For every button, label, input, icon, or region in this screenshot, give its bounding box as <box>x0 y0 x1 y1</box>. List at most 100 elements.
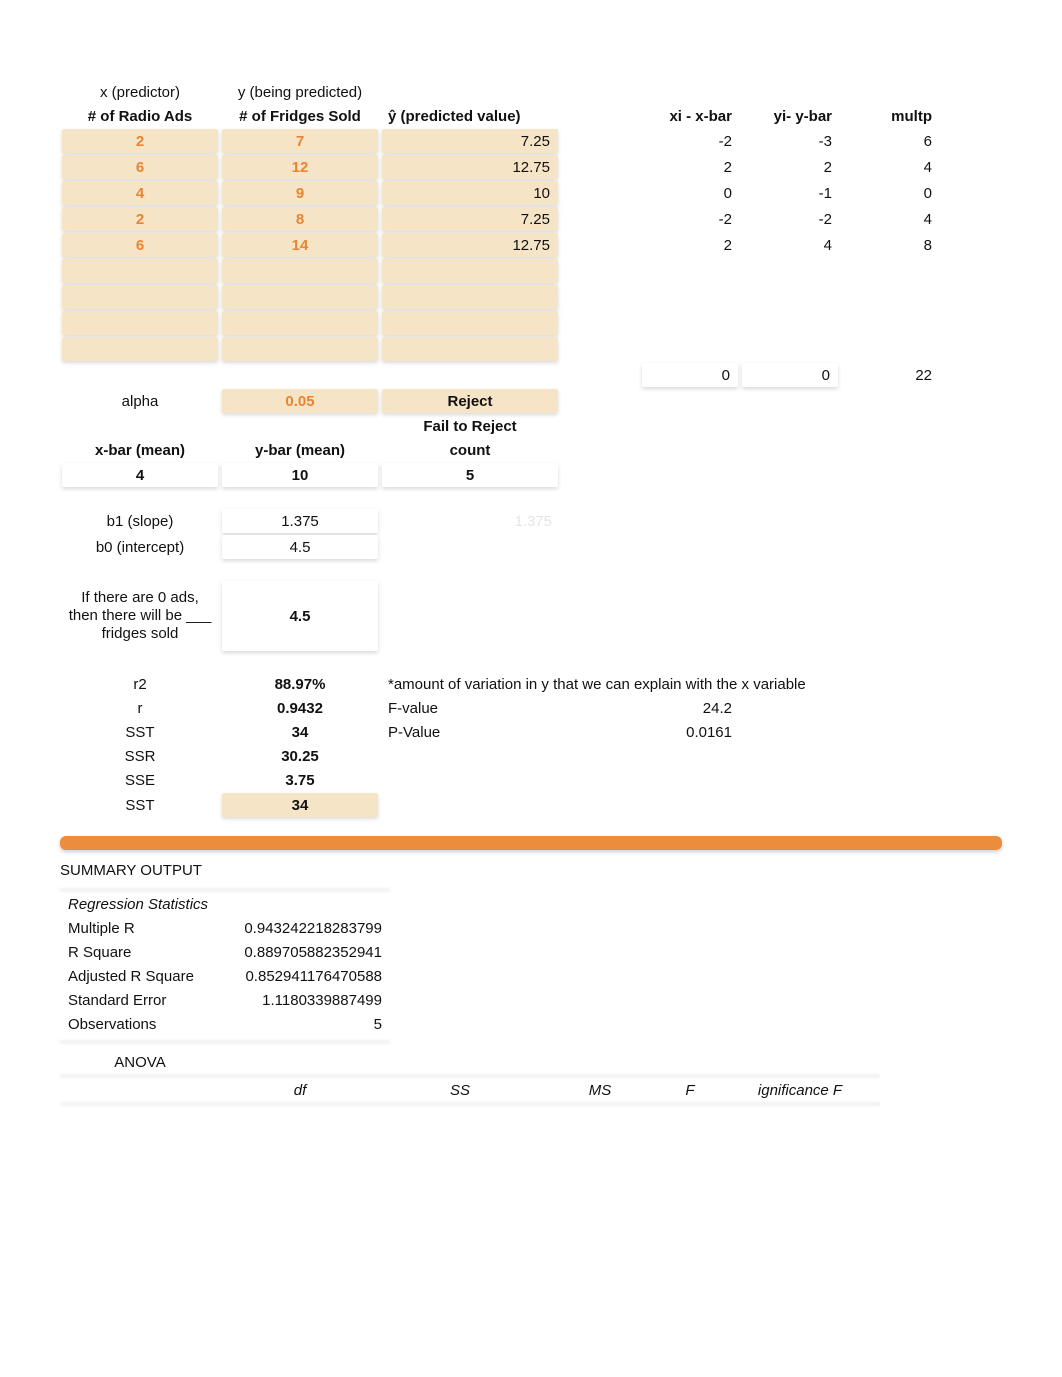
f-label: F-value <box>380 696 560 720</box>
spacer <box>740 336 840 362</box>
alpha-label: alpha <box>60 388 220 414</box>
spacer <box>840 336 940 362</box>
spacer <box>840 80 940 104</box>
p-label: P-Value <box>380 720 560 744</box>
empty-cell <box>222 311 378 335</box>
header-y-predicted: y (being predicted) <box>220 80 380 104</box>
summary-output-title: SUMMARY OUTPUT <box>60 858 1002 882</box>
empty-cell <box>62 285 218 309</box>
spacer <box>380 792 940 818</box>
spacer <box>560 414 640 438</box>
spacer <box>840 508 940 534</box>
spacer <box>640 284 740 310</box>
spacer <box>840 284 940 310</box>
spacer <box>560 508 640 534</box>
table-cell-dx: 2 <box>640 232 740 258</box>
ybar-value: 10 <box>222 463 378 487</box>
empty-cell <box>62 337 218 361</box>
anova-sig: ignificance F <box>720 1078 880 1102</box>
xbar-label: x-bar (mean) <box>60 438 220 462</box>
fail-to-reject-label: Fail to Reject <box>380 414 560 438</box>
spacer <box>740 720 840 744</box>
reg-stat-label: Adjusted R Square <box>60 964 220 988</box>
table-cell-m: 4 <box>840 154 940 180</box>
spacer <box>560 462 640 488</box>
spacer <box>560 362 640 388</box>
spacer <box>640 508 740 534</box>
table-cell-yhat: 12.75 <box>382 233 558 257</box>
spacer <box>560 128 640 154</box>
spacer <box>560 154 640 180</box>
table-cell-yhat: 7.25 <box>382 207 558 231</box>
table-cell-y: 12 <box>222 155 378 179</box>
sst-label: SST <box>60 720 220 744</box>
spacer <box>640 310 740 336</box>
spacer <box>560 580 640 652</box>
anova-df: df <box>220 1078 380 1102</box>
table-cell-yhat: 10 <box>382 181 558 205</box>
table-cell-dy: 4 <box>740 232 840 258</box>
spacer <box>560 232 640 258</box>
spacer <box>840 258 940 284</box>
empty-cell <box>222 337 378 361</box>
spacer <box>560 284 640 310</box>
spacer <box>740 462 840 488</box>
header-xixbar: xi - x-bar <box>640 104 740 128</box>
b1-faint: 1.375 <box>380 508 560 534</box>
anova-f: F <box>660 1078 720 1102</box>
spacer <box>840 438 940 462</box>
p-value: 0.0161 <box>560 720 740 744</box>
b0-label: b0 (intercept) <box>60 534 220 560</box>
spacer <box>380 744 940 768</box>
spacer <box>640 462 740 488</box>
table-cell-x: 6 <box>62 155 218 179</box>
spacer <box>840 310 940 336</box>
xbar-value: 4 <box>62 463 218 487</box>
spacer <box>560 336 640 362</box>
spacer <box>380 80 560 104</box>
spacer <box>60 362 220 388</box>
sst-value: 34 <box>220 720 380 744</box>
spacer <box>840 414 940 438</box>
spacer <box>60 1078 220 1102</box>
table-cell-m: 0 <box>840 180 940 206</box>
ssr-value: 30.25 <box>220 744 380 768</box>
anova-ms: MS <box>540 1078 660 1102</box>
spacer <box>380 362 560 388</box>
spacer <box>740 80 840 104</box>
table-cell-y: 14 <box>222 233 378 257</box>
sum-m: 22 <box>840 362 940 388</box>
table-cell-dx: 0 <box>640 180 740 206</box>
empty-cell <box>222 285 378 309</box>
spacer <box>840 462 940 488</box>
ybar-label: y-bar (mean) <box>220 438 380 462</box>
spacer <box>380 534 560 560</box>
sum-dy: 0 <box>742 363 838 387</box>
spacer <box>380 580 560 652</box>
orange-divider <box>60 836 1002 850</box>
spacer <box>640 388 740 414</box>
reg-stat-label: Multiple R <box>60 916 220 940</box>
spacer <box>840 580 940 652</box>
sse-label: SSE <box>60 768 220 792</box>
table-cell-x: 4 <box>62 181 218 205</box>
spacer <box>740 388 840 414</box>
sst2-value: 34 <box>222 793 378 817</box>
table-cell-dy: -3 <box>740 128 840 154</box>
table-cell-dx: -2 <box>640 128 740 154</box>
spacer <box>740 284 840 310</box>
count-label: count <box>380 438 560 462</box>
spacer <box>740 580 840 652</box>
reg-stat-value: 0.943242218283799 <box>220 916 390 940</box>
f-value: 24.2 <box>560 696 740 720</box>
count-value: 5 <box>382 463 558 487</box>
spacer <box>560 310 640 336</box>
r2-note: *amount of variation in y that we can ex… <box>380 672 940 696</box>
spacer <box>740 696 840 720</box>
header-x-predictor: x (predictor) <box>60 80 220 104</box>
table-cell-dy: 2 <box>740 154 840 180</box>
sse-value: 3.75 <box>220 768 380 792</box>
r-value: 0.9432 <box>220 696 380 720</box>
empty-cell <box>222 259 378 283</box>
spacer <box>640 80 740 104</box>
